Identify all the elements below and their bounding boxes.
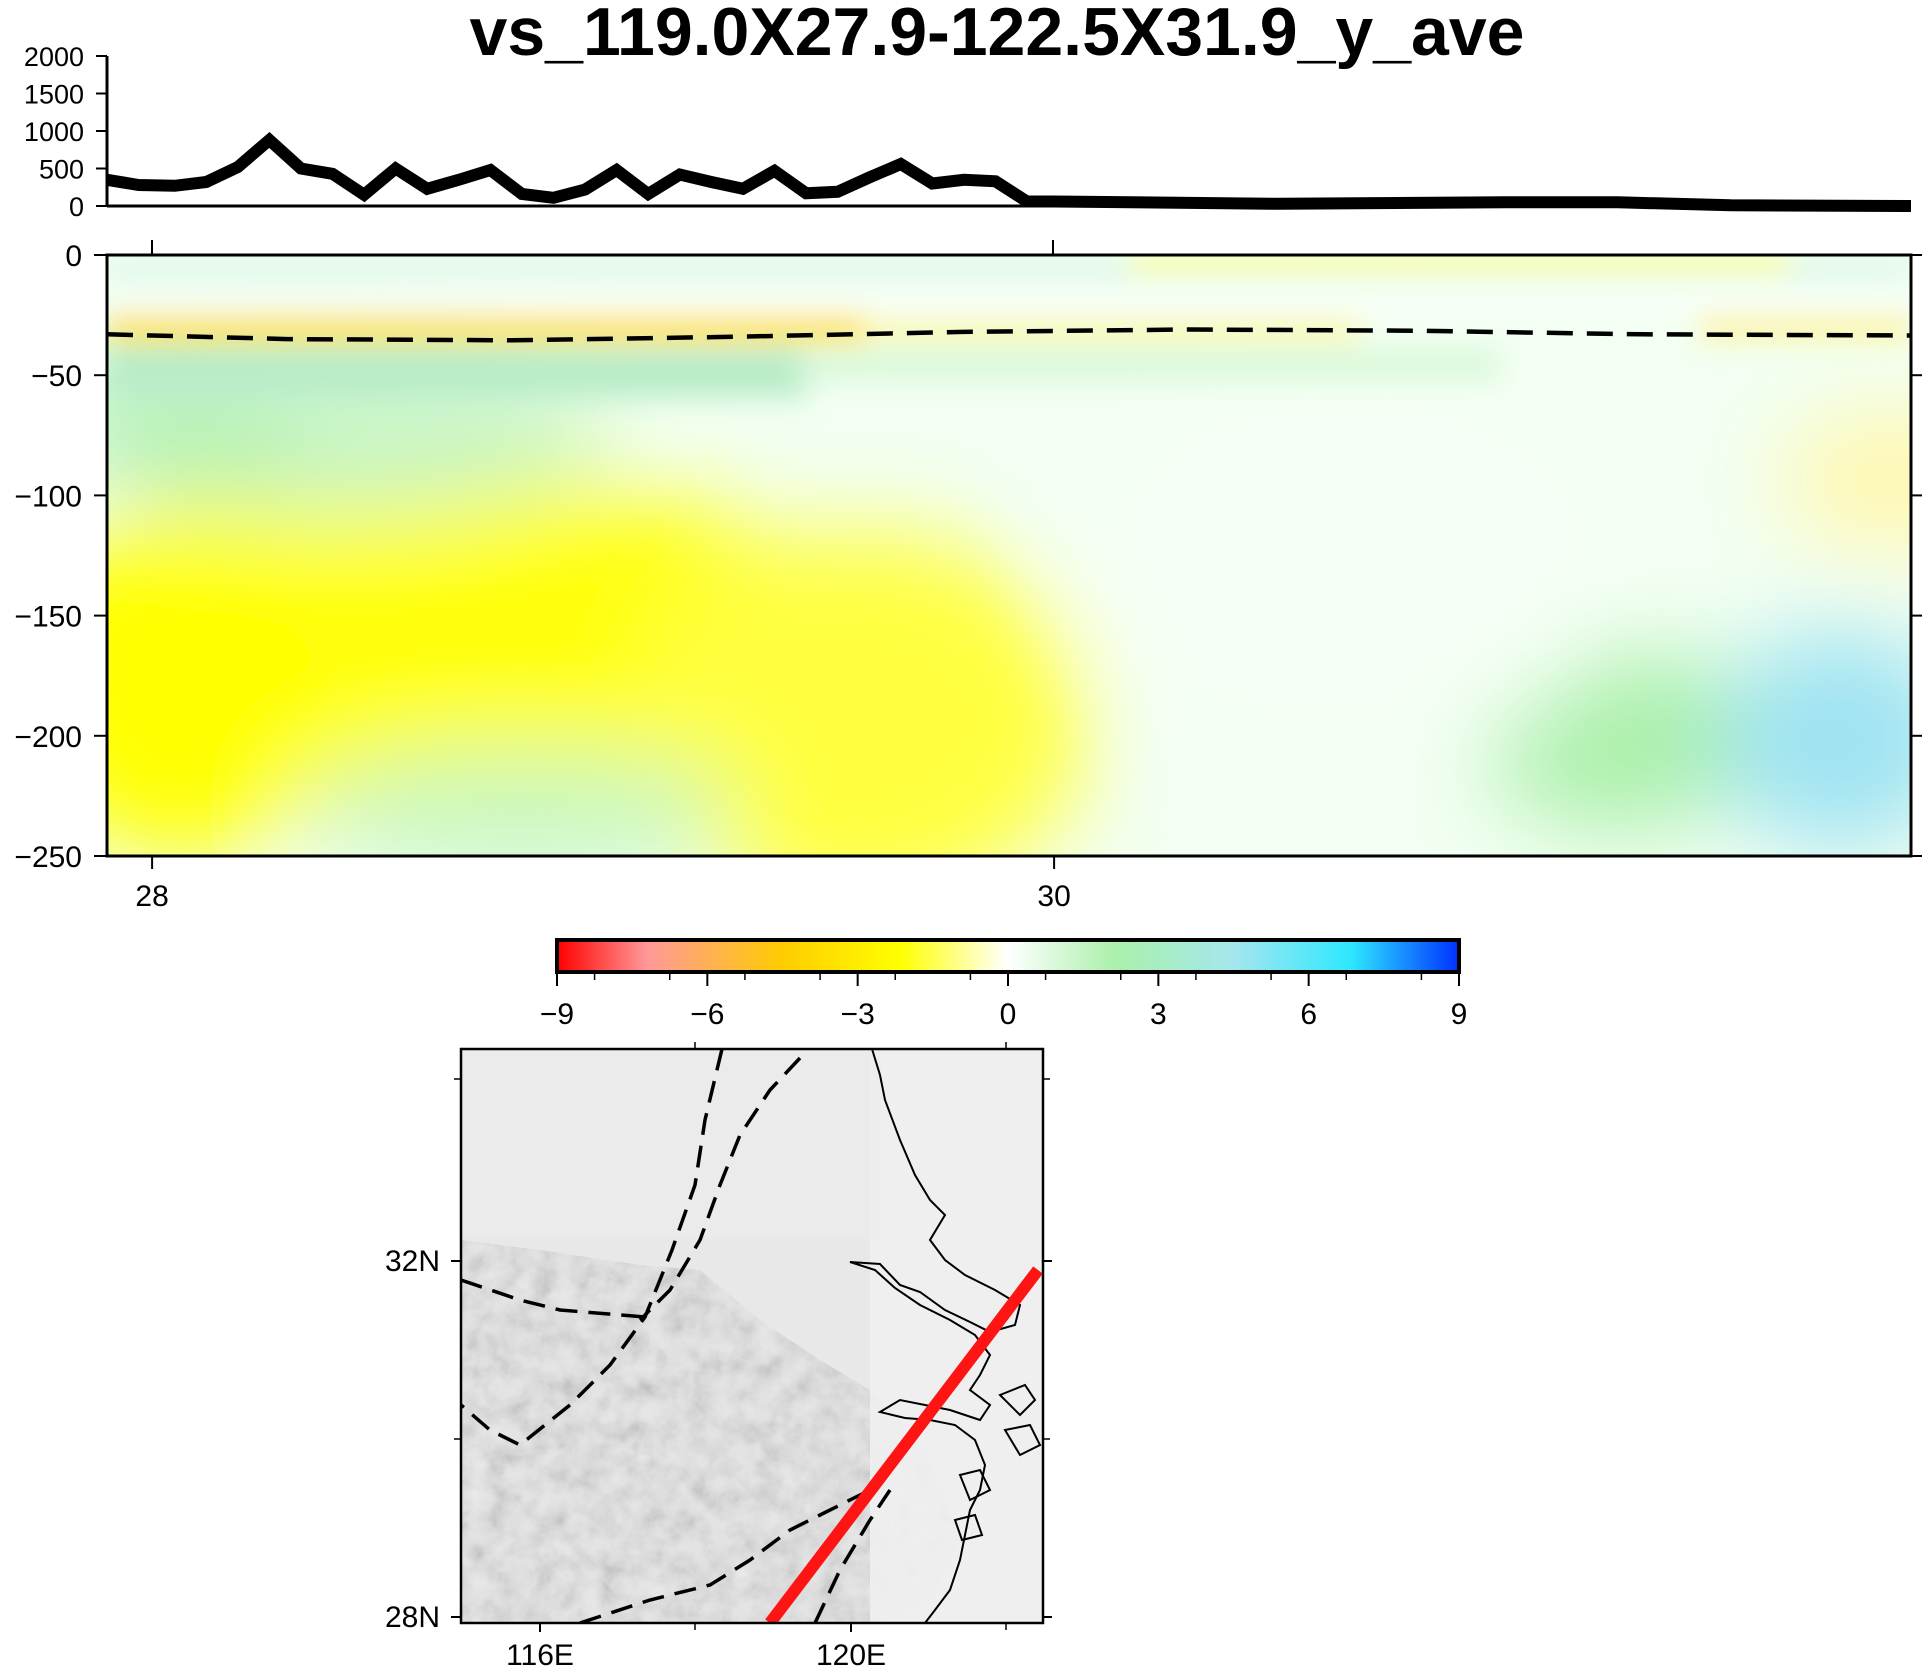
topo-y-tick-label: 0 <box>69 192 84 222</box>
island <box>998 1383 1037 1417</box>
section-y-tick-label: 0 <box>65 240 82 273</box>
island <box>953 1513 984 1542</box>
vs-heatmap <box>107 255 1911 856</box>
profile-line <box>765 1266 1043 1623</box>
map-lon-tick-label: 116E <box>506 1639 574 1672</box>
map-lon-tick-label: 120E <box>816 1639 886 1672</box>
coastline <box>849 1049 1022 1623</box>
topography-line <box>106 132 1912 212</box>
section-frame <box>105 253 1913 858</box>
section-y-tick-label: −100 <box>14 480 82 513</box>
island <box>1003 1423 1042 1457</box>
topo-y-tick-label: 1000 <box>24 117 84 147</box>
topo-y-tick-label: 2000 <box>24 42 84 72</box>
section-x-tick-label: 30 <box>1037 880 1070 913</box>
map-lat-tick-label: 28N <box>385 1601 440 1634</box>
topo-y-ticks: 2000 1500 1000 500 0 <box>24 42 107 222</box>
section-x-tick-label: 28 <box>135 880 168 913</box>
colorbar-tick-label: 9 <box>1451 998 1468 1031</box>
section-x-ticks: 28 30 <box>135 856 1071 913</box>
section-y-tick-label: −200 <box>14 721 82 754</box>
colorbar-gradient <box>555 938 1461 974</box>
colorbar-tick-label: −6 <box>690 998 724 1031</box>
colorbar-tick-label: −3 <box>841 998 875 1031</box>
topography-panel: 2000 1500 1000 500 0 <box>24 42 1912 222</box>
topo-y-tick-label: 1500 <box>24 80 84 110</box>
section-y-tick-label: −50 <box>31 360 82 393</box>
colorbar-ticks: −9 −6 −3 0 3 6 9 <box>540 972 1467 1031</box>
colorbar-tick-label: 3 <box>1150 998 1167 1031</box>
section-y-tick-label: −150 <box>14 601 82 634</box>
section-y-ticks: 0 −50 −100 −150 −200 −250 <box>14 240 1922 874</box>
location-map: 116E 120E 32N 28N <box>385 1042 1052 1672</box>
colorbar-tick-label: −9 <box>540 998 574 1031</box>
colorbar-tick-label: 6 <box>1300 998 1317 1031</box>
topo-y-tick-label: 500 <box>39 155 84 185</box>
colorbar: −9 −6 −3 0 3 6 9 <box>540 938 1467 1031</box>
chart-title: vs_119.0X27.9-122.5X31.9_y_ave <box>470 0 1525 70</box>
vs-section-panel: 0 −50 −100 −150 −200 −250 28 30 <box>14 240 1922 913</box>
island <box>958 1468 992 1502</box>
map-frame <box>459 1047 1045 1625</box>
map-ticks: 116E 120E 32N 28N <box>385 1042 1052 1672</box>
moho-dashed-line <box>107 327 1911 343</box>
fault-lines <box>461 1049 892 1623</box>
colorbar-tick-label: 0 <box>1000 998 1017 1031</box>
map-lat-tick-label: 32N <box>385 1245 440 1278</box>
section-y-tick-label: −250 <box>14 841 82 874</box>
